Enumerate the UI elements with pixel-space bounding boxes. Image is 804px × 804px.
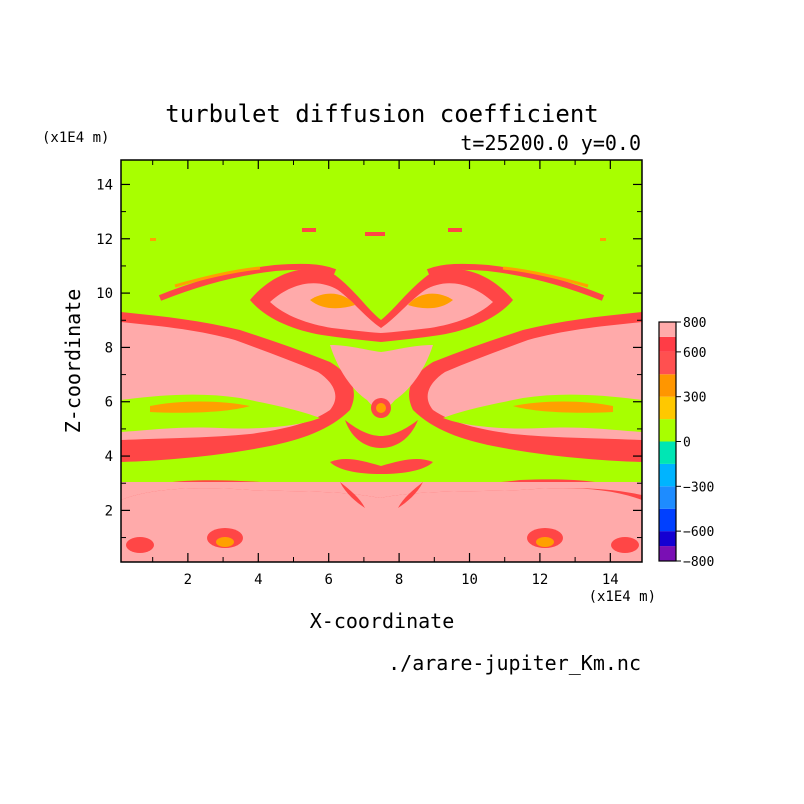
x-tick-label: 4 bbox=[254, 572, 262, 588]
y-unit-label: (x1E4 m) bbox=[42, 130, 109, 146]
contour-lower-wiggle bbox=[330, 459, 433, 474]
contour-mid-right-orange bbox=[513, 401, 613, 413]
contour-center-face bbox=[330, 345, 433, 412]
x-tick-label: 12 bbox=[531, 572, 548, 588]
axes: 2 4 6 8 10 12 14 2 4 6 8 10 12 14 bbox=[96, 159, 643, 588]
contour-dash bbox=[150, 238, 156, 241]
colorbar-tick-label: −800 bbox=[683, 555, 714, 570]
contour-arc-right-orange bbox=[502, 266, 589, 288]
y-axis-label: Z-coordinate bbox=[61, 289, 85, 434]
colorbar-level bbox=[659, 322, 676, 337]
contour-center-nose-core bbox=[376, 403, 386, 413]
colorbar-level bbox=[659, 441, 676, 464]
contour-dash bbox=[600, 238, 606, 241]
y-tick-label: 8 bbox=[105, 340, 113, 356]
colorbar-tick-label: −300 bbox=[683, 480, 714, 495]
y-tick-label: 10 bbox=[96, 286, 113, 302]
y-tick-label: 2 bbox=[105, 503, 113, 519]
plot-frame bbox=[120, 159, 643, 563]
x-tick-label: 8 bbox=[395, 572, 403, 588]
contour-arc-left-orange bbox=[174, 266, 261, 288]
colorbar-level bbox=[659, 546, 676, 561]
x-tick-label: 10 bbox=[461, 572, 478, 588]
contour-dash bbox=[448, 228, 462, 232]
y-tick-label: 4 bbox=[105, 449, 113, 465]
chart-title: turbulet diffusion coefficient bbox=[165, 100, 598, 128]
x-tick-label: 6 bbox=[324, 572, 332, 588]
contour-band-z3 bbox=[121, 482, 642, 500]
x-tick-label: 2 bbox=[184, 572, 192, 588]
colorbar-tick-label: −600 bbox=[683, 525, 714, 540]
contour-arc-left bbox=[158, 263, 337, 301]
colorbar-level bbox=[659, 531, 676, 547]
y-tick-label: 12 bbox=[96, 232, 113, 248]
y-tick-label: 6 bbox=[105, 395, 113, 411]
contour-center-eye-right bbox=[408, 293, 453, 309]
colorbar-level bbox=[659, 508, 676, 532]
contour-lower-drop bbox=[398, 482, 423, 508]
colorbar-tick-label: 800 bbox=[683, 316, 706, 331]
colorbar-level bbox=[659, 351, 676, 375]
x-tick-label: 14 bbox=[602, 572, 619, 588]
contour-dash bbox=[365, 232, 385, 236]
colorbar: 800 600 300 0 −300 −600 −800 bbox=[658, 316, 714, 570]
contour-center-eye-left bbox=[310, 293, 355, 309]
contour-spot bbox=[126, 537, 154, 553]
contour-lower-drop bbox=[340, 482, 365, 508]
contour-dash bbox=[302, 228, 316, 232]
colorbar-level bbox=[659, 396, 676, 420]
colorbar-level bbox=[659, 419, 676, 442]
contour-center-mouth bbox=[345, 420, 418, 448]
x-axis-label: X-coordinate bbox=[310, 609, 455, 633]
colorbar-level bbox=[659, 336, 676, 352]
contour-mid-left-orange bbox=[150, 401, 250, 413]
contour-arc-right bbox=[426, 263, 605, 301]
colorbar-level bbox=[659, 486, 676, 509]
plot-area bbox=[121, 160, 642, 562]
colorbar-tick-label: 600 bbox=[683, 346, 706, 361]
colorbar-level bbox=[659, 374, 676, 397]
colorbar-tick-label: 300 bbox=[683, 391, 706, 406]
colorbar-level bbox=[659, 463, 676, 487]
colorbar-tick-label: 0 bbox=[683, 436, 691, 451]
contour-high-bottom-core bbox=[121, 488, 642, 562]
contour-spot bbox=[536, 537, 554, 547]
source-filename: ./arare-jupiter_Km.nc bbox=[388, 651, 641, 675]
contour-spot bbox=[611, 537, 639, 553]
y-tick-label: 14 bbox=[96, 177, 113, 193]
contour-spot bbox=[216, 537, 234, 547]
x-unit-label: (x1E4 m) bbox=[589, 589, 656, 605]
chart-subtitle: t=25200.0 y=0.0 bbox=[460, 131, 641, 155]
